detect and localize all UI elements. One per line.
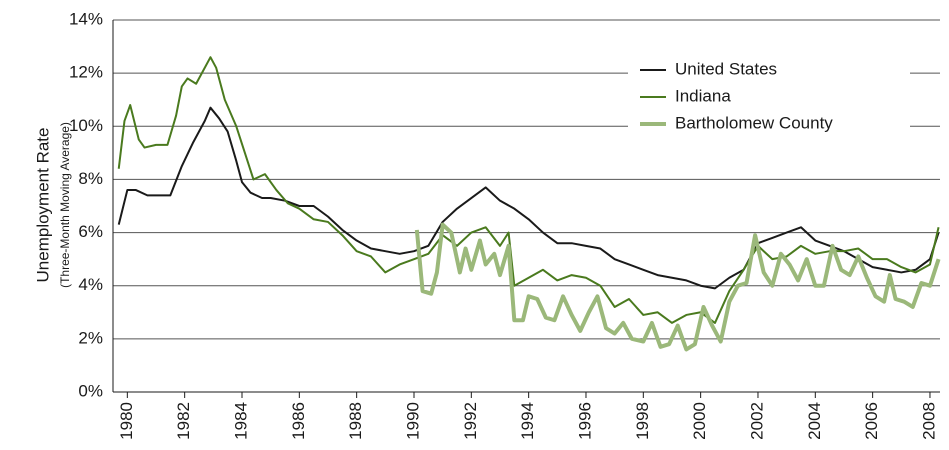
x-tick-label: 1990 — [403, 402, 422, 440]
y-tick-label: 0% — [78, 381, 103, 400]
legend-label: Indiana — [675, 86, 731, 105]
x-tick-label: 1984 — [231, 402, 250, 440]
x-tick-label: 2004 — [805, 402, 824, 440]
y-axis-subtitle: (Three-Month Moving Average) — [58, 122, 72, 288]
x-tick-label: 2008 — [919, 402, 938, 440]
y-tick-label: 10% — [69, 116, 103, 135]
y-tick-label: 2% — [78, 328, 103, 347]
x-tick-label: 1988 — [346, 402, 365, 440]
y-tick-label: 8% — [78, 169, 103, 188]
x-tick-label: 1998 — [633, 402, 652, 440]
y-tick-label: 14% — [69, 9, 103, 28]
y-tick-label: 6% — [78, 222, 103, 241]
x-tick-label: 1980 — [117, 402, 136, 440]
y-tick-label: 4% — [78, 275, 103, 294]
legend-label: United States — [675, 59, 777, 78]
legend-background — [628, 54, 910, 138]
y-axis-title: Unemployment Rate — [33, 128, 52, 283]
x-tick-label: 1982 — [174, 402, 193, 440]
y-tick-label: 12% — [69, 63, 103, 82]
x-tick-label: 2000 — [690, 402, 709, 440]
x-tick-label: 2006 — [862, 402, 881, 440]
line-series — [117, 106, 940, 290]
line-series — [414, 222, 941, 352]
x-tick-label: 1986 — [289, 402, 308, 440]
x-tick-label: 1996 — [575, 402, 594, 440]
x-tick-label: 2002 — [747, 402, 766, 440]
x-tick-label: 1992 — [461, 402, 480, 440]
legend-label: Bartholomew County — [675, 113, 833, 132]
x-tick-label: 1994 — [518, 402, 537, 440]
